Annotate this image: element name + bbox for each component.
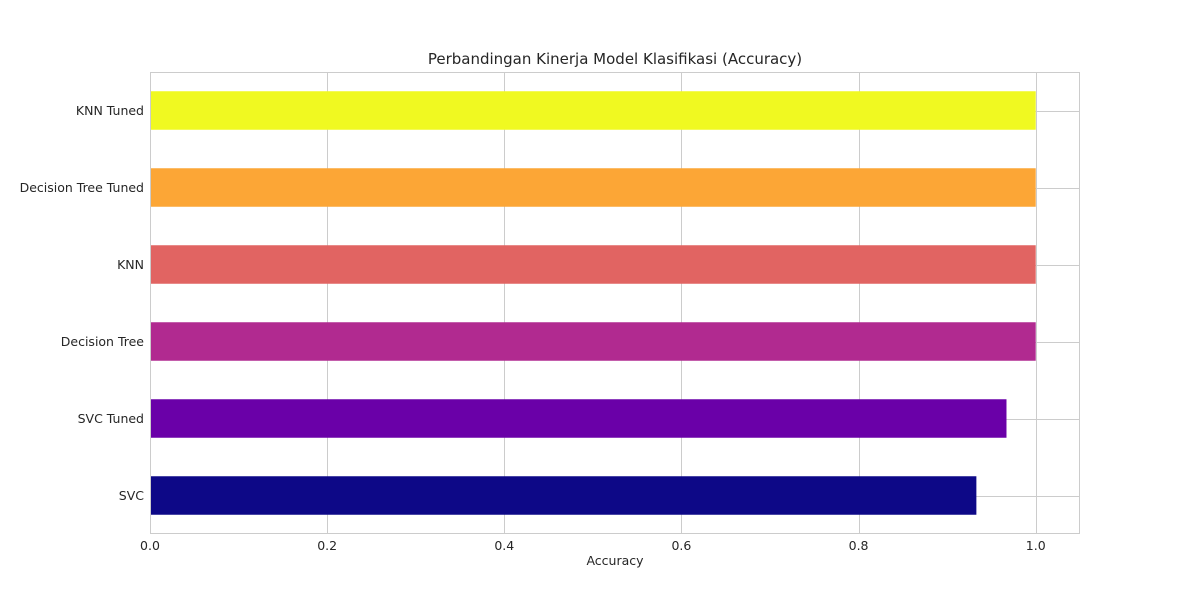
chart-title: Perbandingan Kinerja Model Klasifikasi (… bbox=[428, 50, 802, 68]
x-tick-label: 0.0 bbox=[140, 538, 160, 553]
x-axis-label: Accuracy bbox=[586, 553, 644, 568]
x-tick-label: 1.0 bbox=[1026, 538, 1046, 553]
bar bbox=[150, 168, 1036, 207]
x-tick-label: 0.2 bbox=[317, 538, 337, 553]
y-tick-labels: SVC SVC Tuned Decision Tree KNN Decision Tre… bbox=[20, 103, 145, 503]
y-tick-label: KNN Tuned bbox=[76, 103, 144, 118]
plot-frame bbox=[150, 72, 1080, 534]
x-tick-label: 0.8 bbox=[849, 538, 869, 553]
y-tick-label: Decision Tree bbox=[61, 334, 145, 349]
bar bbox=[150, 399, 1007, 438]
bar bbox=[150, 245, 1036, 284]
x-tick-labels: 0.0 0.2 0.4 0.6 0.8 1.0 bbox=[140, 538, 1046, 553]
y-tick-label: SVC Tuned bbox=[78, 411, 144, 426]
y-tick-label: SVC bbox=[119, 488, 144, 503]
bar bbox=[150, 322, 1036, 361]
y-tick-label: Decision Tree Tuned bbox=[20, 180, 144, 195]
grid-layer bbox=[150, 72, 1080, 534]
bar bbox=[150, 91, 1036, 130]
bars-layer bbox=[150, 91, 1036, 515]
x-tick-label: 0.6 bbox=[671, 538, 691, 553]
bar bbox=[150, 476, 977, 515]
y-tick-label: KNN bbox=[117, 257, 144, 272]
x-tick-label: 0.4 bbox=[494, 538, 514, 553]
